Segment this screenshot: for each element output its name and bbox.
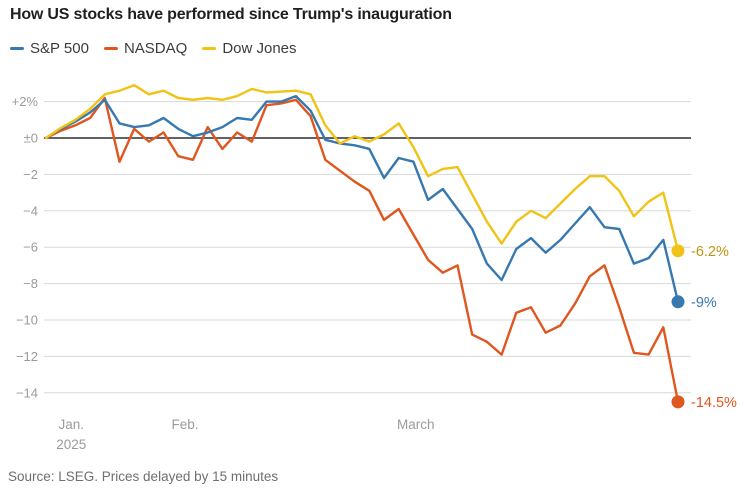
series-line-nasdaq: [44, 96, 680, 404]
page-title: How US stocks have performed since Trump…: [10, 6, 452, 23]
end-label-s-p-500: -9%: [691, 295, 717, 311]
y-axis-tick-label: −4: [23, 203, 38, 218]
line-chart: +2% ±0 −2 −4 −6 −8 −10 −12 −14 Jan. 2025 Feb. March -…: [12, 84, 737, 452]
y-axis-tick-label: −2: [23, 167, 38, 182]
legend-line-swatch: [202, 47, 217, 50]
x-axis-tick-label: Jan.: [59, 417, 85, 432]
legend-item-nasdaq: NASDAQ: [103, 40, 188, 57]
series-line-dow-jones: [44, 84, 680, 253]
y-axis-tick-label: +2%: [12, 94, 39, 109]
legend: S&P 500 NASDAQ Dow Jones: [10, 40, 312, 57]
legend-item-label: Dow Jones: [222, 40, 297, 57]
y-axis-tick-label: ±0: [24, 131, 38, 146]
legend-item-dow-jones: Dow Jones: [202, 40, 297, 57]
end-dot-nasdaq: [671, 395, 685, 409]
legend-item-s-p-500: S&P 500: [10, 40, 89, 57]
source-note: Source: LSEG. Prices delayed by 15 minut…: [8, 469, 279, 484]
y-axis-tick-label: −14: [16, 385, 38, 400]
end-label-dow-jones: -6.2%: [691, 244, 729, 260]
end-label-nasdaq: -14.5%: [691, 395, 737, 411]
legend-item-label: NASDAQ: [123, 40, 188, 57]
y-axis-tick-label: −10: [16, 313, 38, 328]
legend-line-swatch: [103, 47, 118, 50]
y-axis-tick-label: −6: [23, 240, 38, 255]
x-axis-year-label: 2025: [56, 437, 86, 452]
y-axis-tick-label: −8: [23, 276, 38, 291]
legend-line-swatch: [10, 47, 24, 50]
y-axis-tick-label: −12: [16, 349, 38, 364]
x-axis-tick-label: March: [397, 417, 435, 432]
x-axis-tick-label: Feb.: [172, 417, 199, 432]
end-dot-s-p-500: [671, 295, 685, 309]
end-dot-dow-jones: [671, 244, 685, 258]
series-line-s-p-500: [44, 94, 680, 304]
legend-item-label: S&P 500: [30, 40, 89, 57]
